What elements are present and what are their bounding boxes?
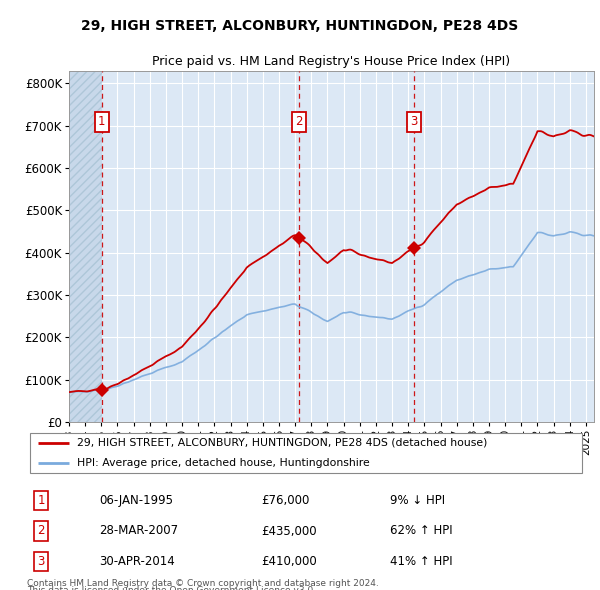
Text: 28-MAR-2007: 28-MAR-2007 xyxy=(100,525,179,537)
Text: 1: 1 xyxy=(98,115,106,128)
Text: 29, HIGH STREET, ALCONBURY, HUNTINGDON, PE28 4DS: 29, HIGH STREET, ALCONBURY, HUNTINGDON, … xyxy=(82,19,518,33)
Text: 3: 3 xyxy=(37,555,44,568)
Text: 06-JAN-1995: 06-JAN-1995 xyxy=(100,494,173,507)
Text: 3: 3 xyxy=(410,115,417,128)
Text: This data is licensed under the Open Government Licence v3.0.: This data is licensed under the Open Gov… xyxy=(27,586,316,590)
Text: 1: 1 xyxy=(37,494,45,507)
Text: 2: 2 xyxy=(37,525,45,537)
Text: £435,000: £435,000 xyxy=(262,525,317,537)
Text: 9% ↓ HPI: 9% ↓ HPI xyxy=(390,494,445,507)
Text: HPI: Average price, detached house, Huntingdonshire: HPI: Average price, detached house, Hunt… xyxy=(77,458,370,468)
Text: 30-APR-2014: 30-APR-2014 xyxy=(100,555,175,568)
Text: £410,000: £410,000 xyxy=(262,555,317,568)
Text: 41% ↑ HPI: 41% ↑ HPI xyxy=(390,555,452,568)
Title: Price paid vs. HM Land Registry's House Price Index (HPI): Price paid vs. HM Land Registry's House … xyxy=(152,55,511,68)
Text: 29, HIGH STREET, ALCONBURY, HUNTINGDON, PE28 4DS (detached house): 29, HIGH STREET, ALCONBURY, HUNTINGDON, … xyxy=(77,438,488,448)
FancyBboxPatch shape xyxy=(30,433,582,473)
Text: Contains HM Land Registry data © Crown copyright and database right 2024.: Contains HM Land Registry data © Crown c… xyxy=(27,579,379,588)
Text: 2: 2 xyxy=(295,115,302,128)
Text: 62% ↑ HPI: 62% ↑ HPI xyxy=(390,525,452,537)
Text: £76,000: £76,000 xyxy=(262,494,310,507)
